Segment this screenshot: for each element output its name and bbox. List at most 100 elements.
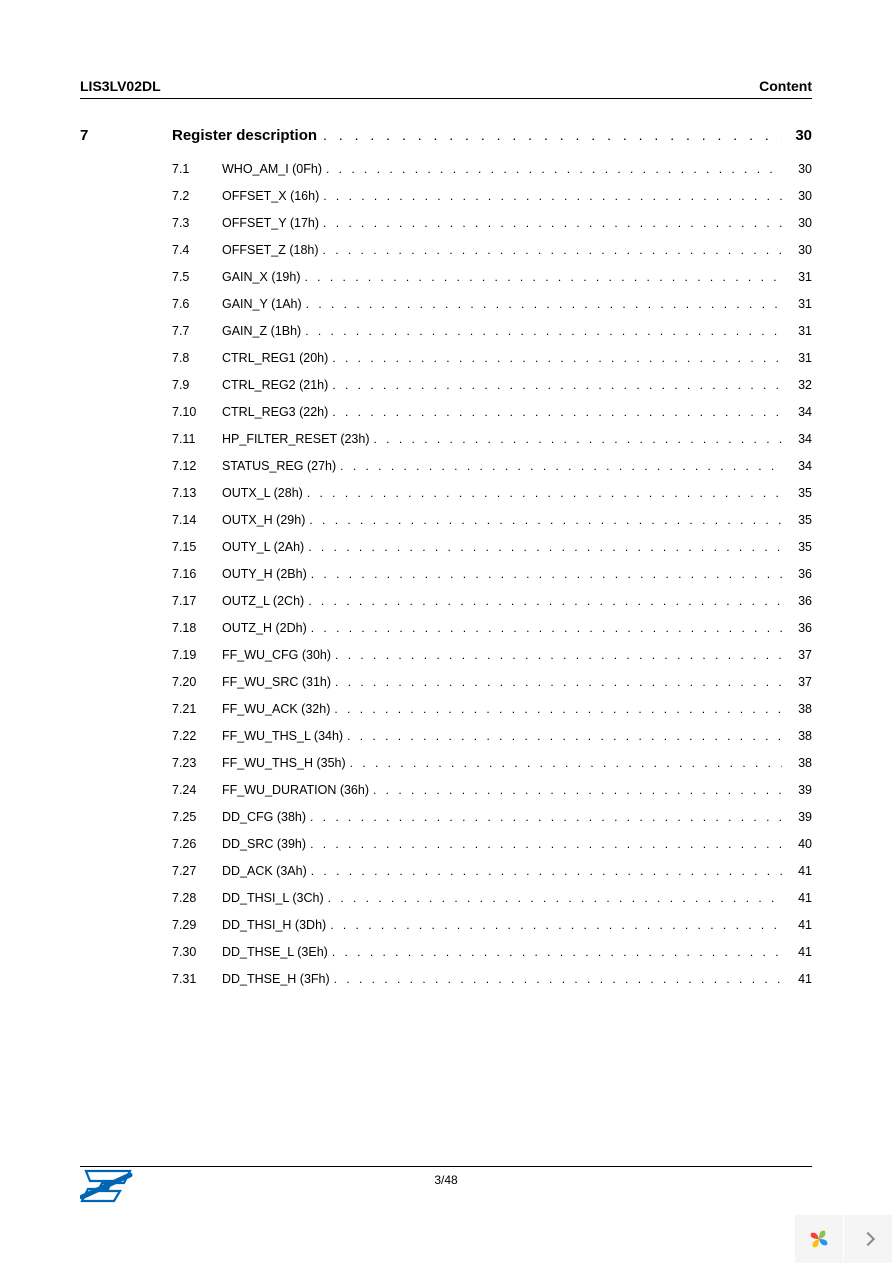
toc-entry-number: 7.23 bbox=[172, 756, 222, 770]
toc-entry-page: 30 bbox=[782, 162, 812, 176]
toc-entry-number: 7.7 bbox=[172, 324, 222, 338]
toc-section-heading[interactable]: 7 Register description . . . . . . . . .… bbox=[80, 127, 812, 144]
toc-entry[interactable]: 7.17OUTZ_L (2Ch). . . . . . . . . . . . … bbox=[172, 594, 812, 608]
toc-entry[interactable]: 7.26DD_SRC (39h). . . . . . . . . . . . … bbox=[172, 837, 812, 851]
toc-entry[interactable]: 7.30DD_THSE_L (3Eh). . . . . . . . . . .… bbox=[172, 945, 812, 959]
toc-entry-number: 7.2 bbox=[172, 189, 222, 203]
toc-entry-title: OUTY_L (2Ah) bbox=[222, 540, 304, 554]
toc-entry[interactable]: 7.15OUTY_L (2Ah). . . . . . . . . . . . … bbox=[172, 540, 812, 554]
header-section-label: Content bbox=[759, 78, 812, 94]
toc-entry[interactable]: 7.28DD_THSI_L (3Ch). . . . . . . . . . .… bbox=[172, 891, 812, 905]
toc-entry[interactable]: 7.1WHO_AM_I (0Fh). . . . . . . . . . . .… bbox=[172, 162, 812, 176]
toc-entry-page: 41 bbox=[782, 918, 812, 932]
toc-entry-page: 34 bbox=[782, 405, 812, 419]
toc-entry[interactable]: 7.31DD_THSE_H (3Fh). . . . . . . . . . .… bbox=[172, 972, 812, 986]
toc-entry-page: 34 bbox=[782, 432, 812, 446]
toc-entry[interactable]: 7.16OUTY_H (2Bh). . . . . . . . . . . . … bbox=[172, 567, 812, 581]
toc-entry[interactable]: 7.19FF_WU_CFG (30h). . . . . . . . . . .… bbox=[172, 648, 812, 662]
toc-entry[interactable]: 7.23FF_WU_THS_H (35h). . . . . . . . . .… bbox=[172, 756, 812, 770]
toc-entry-page: 30 bbox=[782, 216, 812, 230]
toc-entry-page: 35 bbox=[782, 513, 812, 527]
toc-leader-dots: . . . . . . . . . . . . . . . . . . . . … bbox=[302, 297, 782, 311]
toc-entry-page: 34 bbox=[782, 459, 812, 473]
toc-entry[interactable]: 7.29DD_THSI_H (3Dh). . . . . . . . . . .… bbox=[172, 918, 812, 932]
st-logo bbox=[80, 1165, 135, 1203]
toc-entry-number: 7.1 bbox=[172, 162, 222, 176]
toc-entry-title: CTRL_REG3 (22h) bbox=[222, 405, 328, 419]
toc-leader-dots: . . . . . . . . . . . . . . . . . . . . … bbox=[331, 648, 782, 662]
toc-entry-page: 41 bbox=[782, 864, 812, 878]
toc-entry[interactable]: 7.3OFFSET_Y (17h). . . . . . . . . . . .… bbox=[172, 216, 812, 230]
toc-entry-number: 7.3 bbox=[172, 216, 222, 230]
section-title: Register description bbox=[172, 127, 317, 144]
toc-entry-page: 41 bbox=[782, 972, 812, 986]
toc-leader-dots: . . . . . . . . . . . . . . . . . . . . … bbox=[346, 756, 782, 770]
footer-rule bbox=[80, 1166, 812, 1167]
toc-entry-title: GAIN_Z (1Bh) bbox=[222, 324, 301, 338]
toc-entry[interactable]: 7.21FF_WU_ACK (32h). . . . . . . . . . .… bbox=[172, 702, 812, 716]
toc-list: 7.1WHO_AM_I (0Fh). . . . . . . . . . . .… bbox=[80, 162, 812, 986]
section-number: 7 bbox=[80, 127, 172, 144]
toc-entry[interactable]: 7.18OUTZ_H (2Dh). . . . . . . . . . . . … bbox=[172, 621, 812, 635]
toc-entry[interactable]: 7.5GAIN_X (19h). . . . . . . . . . . . .… bbox=[172, 270, 812, 284]
toc-entry-title: DD_CFG (38h) bbox=[222, 810, 306, 824]
toc-entry-page: 35 bbox=[782, 540, 812, 554]
toc-leader-dots: . . . . . . . . . . . . . . . . . . . . … bbox=[343, 729, 782, 743]
toc-entry[interactable]: 7.14OUTX_H (29h). . . . . . . . . . . . … bbox=[172, 513, 812, 527]
widget-flower-icon[interactable] bbox=[795, 1215, 843, 1263]
toc-leader-dots: . . . . . . . . . . . . . . . . . . . . … bbox=[303, 486, 782, 500]
toc-entry[interactable]: 7.2OFFSET_X (16h). . . . . . . . . . . .… bbox=[172, 189, 812, 203]
toc-entry-page: 36 bbox=[782, 594, 812, 608]
toc-leader-dots: . . . . . . . . . . . . . . . . . . . . … bbox=[304, 540, 782, 554]
toc-entry[interactable]: 7.24FF_WU_DURATION (36h). . . . . . . . … bbox=[172, 783, 812, 797]
toc-leader-dots: . . . . . . . . . . . . . . . . . . . . … bbox=[326, 918, 782, 932]
toc-entry-number: 7.26 bbox=[172, 837, 222, 851]
toc-entry-number: 7.21 bbox=[172, 702, 222, 716]
toc-entry-number: 7.29 bbox=[172, 918, 222, 932]
toc-entry-number: 7.30 bbox=[172, 945, 222, 959]
toc-entry-number: 7.16 bbox=[172, 567, 222, 581]
toc-leader-dots: . . . . . . . . . . . . . . . . . . . . … bbox=[328, 405, 782, 419]
toc-entry-title: OUTY_H (2Bh) bbox=[222, 567, 307, 581]
toc-entry-title: OUTZ_H (2Dh) bbox=[222, 621, 307, 635]
toc-entry-number: 7.22 bbox=[172, 729, 222, 743]
toc-entry-title: DD_SRC (39h) bbox=[222, 837, 306, 851]
toc-entry-page: 31 bbox=[782, 351, 812, 365]
toc-entry[interactable]: 7.22FF_WU_THS_L (34h). . . . . . . . . .… bbox=[172, 729, 812, 743]
toc-entry[interactable]: 7.9CTRL_REG2 (21h). . . . . . . . . . . … bbox=[172, 378, 812, 392]
toc-entry[interactable]: 7.7GAIN_Z (1Bh). . . . . . . . . . . . .… bbox=[172, 324, 812, 338]
toc-entry-title: DD_ACK (3Ah) bbox=[222, 864, 307, 878]
toc-leader-dots: . . . . . . . . . . . . . . . . . . . . … bbox=[322, 162, 782, 176]
toc-leader-dots: . . . . . . . . . . . . . . . . . . . . … bbox=[305, 513, 782, 527]
toc-entry-number: 7.31 bbox=[172, 972, 222, 986]
toc-leader-dots: . . . . . . . . . . . . . . . . . . . . … bbox=[330, 972, 782, 986]
toc-entry-title: FF_WU_DURATION (36h) bbox=[222, 783, 369, 797]
toc-entry-page: 41 bbox=[782, 945, 812, 959]
toc-entry[interactable]: 7.20FF_WU_SRC (31h). . . . . . . . . . .… bbox=[172, 675, 812, 689]
toc-leader-dots: . . . . . . . . . . . . . . . . . . . . … bbox=[307, 864, 782, 878]
toc-entry-number: 7.28 bbox=[172, 891, 222, 905]
toc-entry[interactable]: 7.10CTRL_REG3 (22h). . . . . . . . . . .… bbox=[172, 405, 812, 419]
toc-entry[interactable]: 7.25DD_CFG (38h). . . . . . . . . . . . … bbox=[172, 810, 812, 824]
toc-entry-title: DD_THSI_L (3Ch) bbox=[222, 891, 324, 905]
toc-entry-title: OFFSET_Y (17h) bbox=[222, 216, 319, 230]
toc-entry-title: OUTX_H (29h) bbox=[222, 513, 305, 527]
toc-entry[interactable]: 7.11HP_FILTER_RESET (23h). . . . . . . .… bbox=[172, 432, 812, 446]
toc-entry-title: FF_WU_SRC (31h) bbox=[222, 675, 331, 689]
toc-entry-page: 38 bbox=[782, 729, 812, 743]
toc-leader-dots: . . . . . . . . . . . . . . . . . . . . … bbox=[301, 324, 782, 338]
toc-entry-number: 7.8 bbox=[172, 351, 222, 365]
toc-entry[interactable]: 7.4OFFSET_Z (18h). . . . . . . . . . . .… bbox=[172, 243, 812, 257]
toc-entry[interactable]: 7.13OUTX_L (28h). . . . . . . . . . . . … bbox=[172, 486, 812, 500]
toc-entry[interactable]: 7.8CTRL_REG1 (20h). . . . . . . . . . . … bbox=[172, 351, 812, 365]
toc-entry-page: 37 bbox=[782, 648, 812, 662]
toc-entry-page: 30 bbox=[782, 189, 812, 203]
toc-entry-title: OFFSET_Z (18h) bbox=[222, 243, 319, 257]
toc-entry-page: 31 bbox=[782, 297, 812, 311]
toc-entry-title: OUTZ_L (2Ch) bbox=[222, 594, 304, 608]
toc-entry-title: DD_THSI_H (3Dh) bbox=[222, 918, 326, 932]
widget-next-button[interactable] bbox=[844, 1215, 892, 1263]
toc-entry[interactable]: 7.12STATUS_REG (27h). . . . . . . . . . … bbox=[172, 459, 812, 473]
toc-entry[interactable]: 7.6GAIN_Y (1Ah). . . . . . . . . . . . .… bbox=[172, 297, 812, 311]
toc-entry[interactable]: 7.27DD_ACK (3Ah). . . . . . . . . . . . … bbox=[172, 864, 812, 878]
